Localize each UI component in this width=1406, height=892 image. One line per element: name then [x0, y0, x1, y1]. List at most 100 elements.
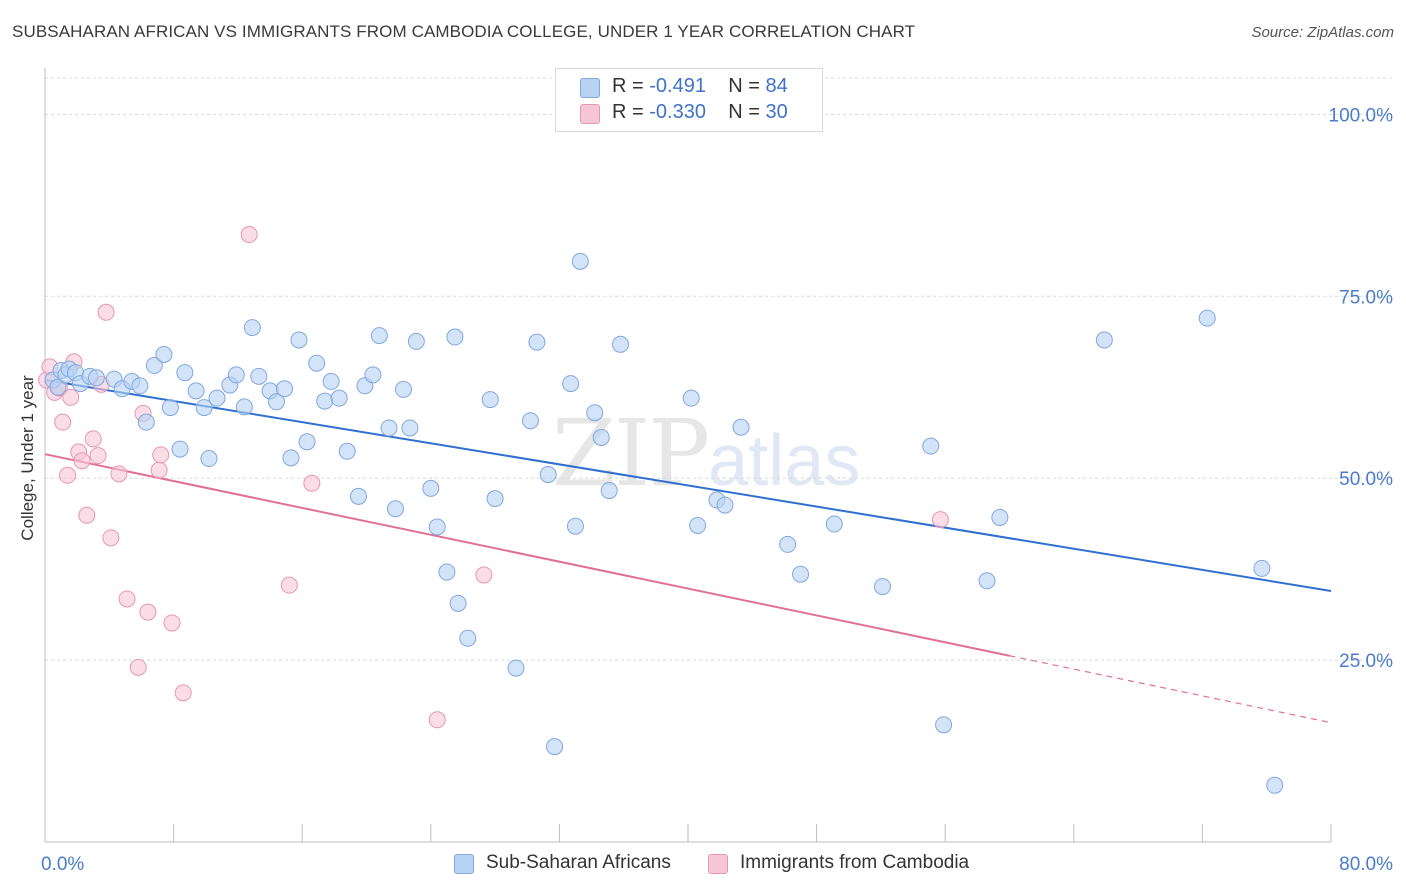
data-point-sub-saharan [227, 366, 245, 384]
legend-swatch-blue [454, 854, 474, 874]
r-value: -0.330 [649, 101, 706, 123]
data-point-sub-saharan [562, 375, 580, 393]
data-point-sub-saharan [611, 335, 629, 353]
data-point-sub-saharan [276, 380, 294, 398]
axes [44, 68, 1332, 843]
data-point-sub-saharan [1198, 309, 1216, 327]
data-point-sub-saharan [732, 418, 750, 436]
n-label: N = [728, 101, 760, 123]
data-point-sub-saharan [349, 487, 367, 505]
data-point-sub-saharan [195, 399, 213, 417]
data-point-cambodia [129, 658, 147, 676]
data-point-sub-saharan [235, 398, 253, 416]
y-axis-label: College, Under 1 year [18, 375, 37, 541]
data-point-sub-saharan [161, 399, 179, 417]
data-point-sub-saharan [592, 428, 610, 446]
n-value: 30 [765, 101, 788, 123]
data-point-sub-saharan [449, 594, 467, 612]
x-tick-label: 80.0% [1339, 854, 1393, 875]
data-point-sub-saharan [422, 479, 440, 497]
data-point-sub-saharan [364, 366, 382, 384]
data-point-cambodia [84, 430, 102, 448]
data-point-cambodia [73, 452, 91, 470]
y-tick-label: 100.0% [1329, 105, 1394, 126]
r-value: -0.491 [649, 75, 706, 97]
grid-lines [45, 77, 1392, 661]
axis-labels: 25.0% 50.0% 75.0% 100.0% 0.0% 80.0% College, U… [18, 105, 1393, 875]
chart-title: SUBSAHARAN AFRICAN VS IMMIGRANTS FROM CA… [12, 22, 916, 41]
data-point-sub-saharan [401, 419, 419, 437]
data-point-sub-saharan [200, 450, 218, 468]
data-point-sub-saharan [481, 391, 499, 409]
data-point-sub-saharan [208, 389, 226, 407]
data-point-sub-saharan [330, 389, 348, 407]
data-point-sub-saharan [566, 517, 584, 535]
data-point-sub-saharan [322, 372, 340, 390]
data-point-cambodia [78, 506, 96, 524]
legend-swatch-pink [580, 104, 600, 124]
data-point-sub-saharan [825, 515, 843, 533]
data-point-cambodia [428, 711, 446, 729]
data-points [38, 225, 1284, 794]
data-point-sub-saharan [370, 327, 388, 345]
data-point-cambodia [54, 413, 72, 431]
data-point-sub-saharan [1253, 559, 1271, 577]
data-point-sub-saharan [145, 356, 163, 374]
data-point-sub-saharan [131, 377, 149, 395]
watermark: ZIPatlas [552, 400, 860, 507]
data-point-sub-saharan [600, 482, 618, 500]
trend-lines [44, 378, 1332, 724]
series-legend: Sub-Saharan Africans Immigrants from Cam… [0, 852, 1406, 878]
watermark-atlas: atlas [708, 421, 861, 501]
data-point-cambodia [931, 511, 949, 529]
data-point-cambodia [62, 388, 80, 406]
data-point-sub-saharan [49, 378, 67, 396]
data-point-sub-saharan [137, 413, 155, 431]
data-point-cambodia [118, 590, 136, 608]
data-point-cambodia [59, 466, 77, 484]
r-label: R = [612, 101, 644, 123]
data-point-sub-saharan [290, 331, 308, 349]
data-point-sub-saharan [922, 437, 940, 455]
trend-line-sub-saharan [44, 378, 1332, 592]
y-tick-label: 75.0% [1339, 287, 1393, 308]
data-point-sub-saharan [87, 369, 105, 387]
legend-swatch-pink [708, 854, 728, 874]
data-point-cambodia [102, 529, 120, 547]
data-point-sub-saharan [1266, 776, 1284, 794]
stats-legend: R = -0.491 N = 84 R = -0.330 N = 30 [555, 68, 823, 132]
data-point-sub-saharan [935, 716, 953, 734]
data-point-sub-saharan [308, 354, 326, 372]
legend-swatch-blue [580, 78, 600, 98]
data-point-sub-saharan [546, 738, 564, 756]
data-point-sub-saharan [586, 404, 604, 422]
data-point-cambodia [110, 465, 128, 483]
data-point-sub-saharan [250, 367, 268, 385]
data-point-sub-saharan [298, 433, 316, 451]
data-point-sub-saharan [978, 572, 996, 590]
x-tick-label: 0.0% [41, 854, 84, 875]
data-point-sub-saharan [874, 578, 892, 596]
data-point-sub-saharan [459, 629, 477, 647]
data-point-sub-saharan [171, 440, 189, 458]
data-point-sub-saharan [528, 333, 546, 351]
data-point-sub-saharan [689, 516, 707, 534]
data-point-sub-saharan [438, 563, 456, 581]
trend-line-cambodia-extension [1009, 655, 1332, 724]
chart-source: Source: ZipAtlas.com [1251, 24, 1394, 41]
data-point-sub-saharan [407, 332, 425, 350]
data-point-cambodia [303, 474, 321, 492]
stats-text: R = -0.491 N = 84 [612, 75, 788, 98]
data-point-sub-saharan [316, 392, 334, 410]
data-point-sub-saharan [243, 319, 261, 337]
data-point-cambodia [97, 303, 115, 321]
data-point-sub-saharan [507, 659, 525, 677]
data-point-sub-saharan [521, 412, 539, 430]
data-point-sub-saharan [991, 508, 1009, 526]
trend-line-cambodia [44, 453, 1010, 657]
y-tick-label: 25.0% [1339, 651, 1393, 672]
watermark-zip: ZIP [552, 400, 710, 507]
data-point-cambodia [89, 447, 107, 465]
data-point-sub-saharan [428, 518, 446, 536]
data-point-cambodia [280, 576, 298, 594]
